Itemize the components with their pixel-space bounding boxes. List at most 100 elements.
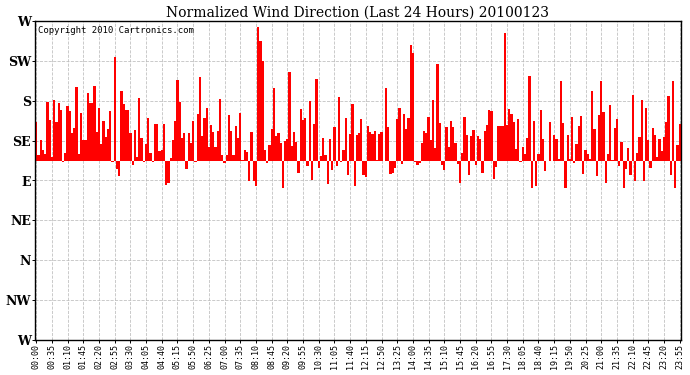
Bar <box>616 119 618 160</box>
Bar <box>299 109 302 160</box>
Bar <box>190 143 192 160</box>
Bar <box>378 134 380 160</box>
Bar <box>593 129 595 160</box>
Bar <box>259 41 262 160</box>
Bar <box>266 160 268 163</box>
Bar <box>201 136 204 160</box>
Bar <box>152 160 154 162</box>
Bar <box>520 160 522 162</box>
Bar <box>412 53 414 160</box>
Bar <box>457 160 459 164</box>
Bar <box>111 160 114 162</box>
Bar <box>134 130 136 160</box>
Bar <box>208 147 210 160</box>
Bar <box>473 130 475 160</box>
Bar <box>237 138 239 160</box>
Bar <box>526 138 529 160</box>
Bar <box>573 160 575 163</box>
Bar <box>459 160 461 183</box>
Bar <box>582 160 584 174</box>
Bar <box>215 147 217 160</box>
Bar <box>358 133 360 160</box>
Bar <box>159 151 161 160</box>
Bar <box>586 154 589 160</box>
Bar <box>311 160 313 180</box>
Bar <box>595 160 598 176</box>
Bar <box>430 140 432 160</box>
Bar <box>491 111 493 160</box>
Bar <box>141 138 143 160</box>
Bar <box>634 160 636 180</box>
Bar <box>578 126 580 160</box>
Bar <box>253 160 255 180</box>
Bar <box>192 121 195 160</box>
Bar <box>504 33 506 160</box>
Bar <box>62 160 64 162</box>
Bar <box>518 119 520 160</box>
Bar <box>98 108 100 160</box>
Bar <box>670 160 672 175</box>
Bar <box>219 99 221 160</box>
Bar <box>362 160 365 175</box>
Bar <box>53 100 55 160</box>
Bar <box>127 110 129 160</box>
Bar <box>535 160 538 186</box>
Bar <box>322 138 324 160</box>
Bar <box>181 138 183 160</box>
Bar <box>46 102 48 160</box>
Bar <box>560 81 562 160</box>
Bar <box>374 131 376 160</box>
Bar <box>544 160 546 171</box>
Bar <box>270 129 273 160</box>
Bar <box>360 119 362 160</box>
Bar <box>286 139 288 160</box>
Bar <box>288 72 290 160</box>
Bar <box>75 87 78 160</box>
Bar <box>224 160 226 163</box>
Bar <box>165 160 168 184</box>
Bar <box>246 152 248 160</box>
Bar <box>392 160 394 172</box>
Bar <box>344 118 347 160</box>
Bar <box>672 81 674 160</box>
Bar <box>452 128 455 160</box>
Bar <box>475 160 477 165</box>
Bar <box>204 118 206 160</box>
Bar <box>275 136 277 160</box>
Bar <box>414 160 416 162</box>
Bar <box>82 140 84 160</box>
Bar <box>123 104 125 160</box>
Bar <box>618 160 620 166</box>
Bar <box>434 148 437 160</box>
Bar <box>116 160 118 169</box>
Bar <box>156 124 159 160</box>
Bar <box>387 127 389 160</box>
Bar <box>551 160 553 161</box>
Bar <box>277 134 279 160</box>
Bar <box>419 160 421 164</box>
Bar <box>647 140 649 160</box>
Text: Copyright 2010 Cartronics.com: Copyright 2010 Cartronics.com <box>39 26 194 34</box>
Bar <box>450 121 452 160</box>
Bar <box>356 135 358 160</box>
Bar <box>584 150 586 160</box>
Bar <box>479 139 482 160</box>
Bar <box>154 124 156 160</box>
Bar <box>401 160 403 164</box>
Bar <box>188 133 190 160</box>
Bar <box>340 160 342 162</box>
Bar <box>466 135 468 160</box>
Bar <box>279 142 282 160</box>
Bar <box>658 139 661 160</box>
Bar <box>35 123 37 160</box>
Bar <box>297 160 299 173</box>
Bar <box>423 131 425 160</box>
Bar <box>69 111 71 160</box>
Bar <box>51 158 53 160</box>
Bar <box>150 153 152 160</box>
Bar <box>470 136 473 160</box>
Bar <box>78 154 80 160</box>
Bar <box>66 106 69 160</box>
Bar <box>239 114 241 160</box>
Bar <box>638 137 640 160</box>
